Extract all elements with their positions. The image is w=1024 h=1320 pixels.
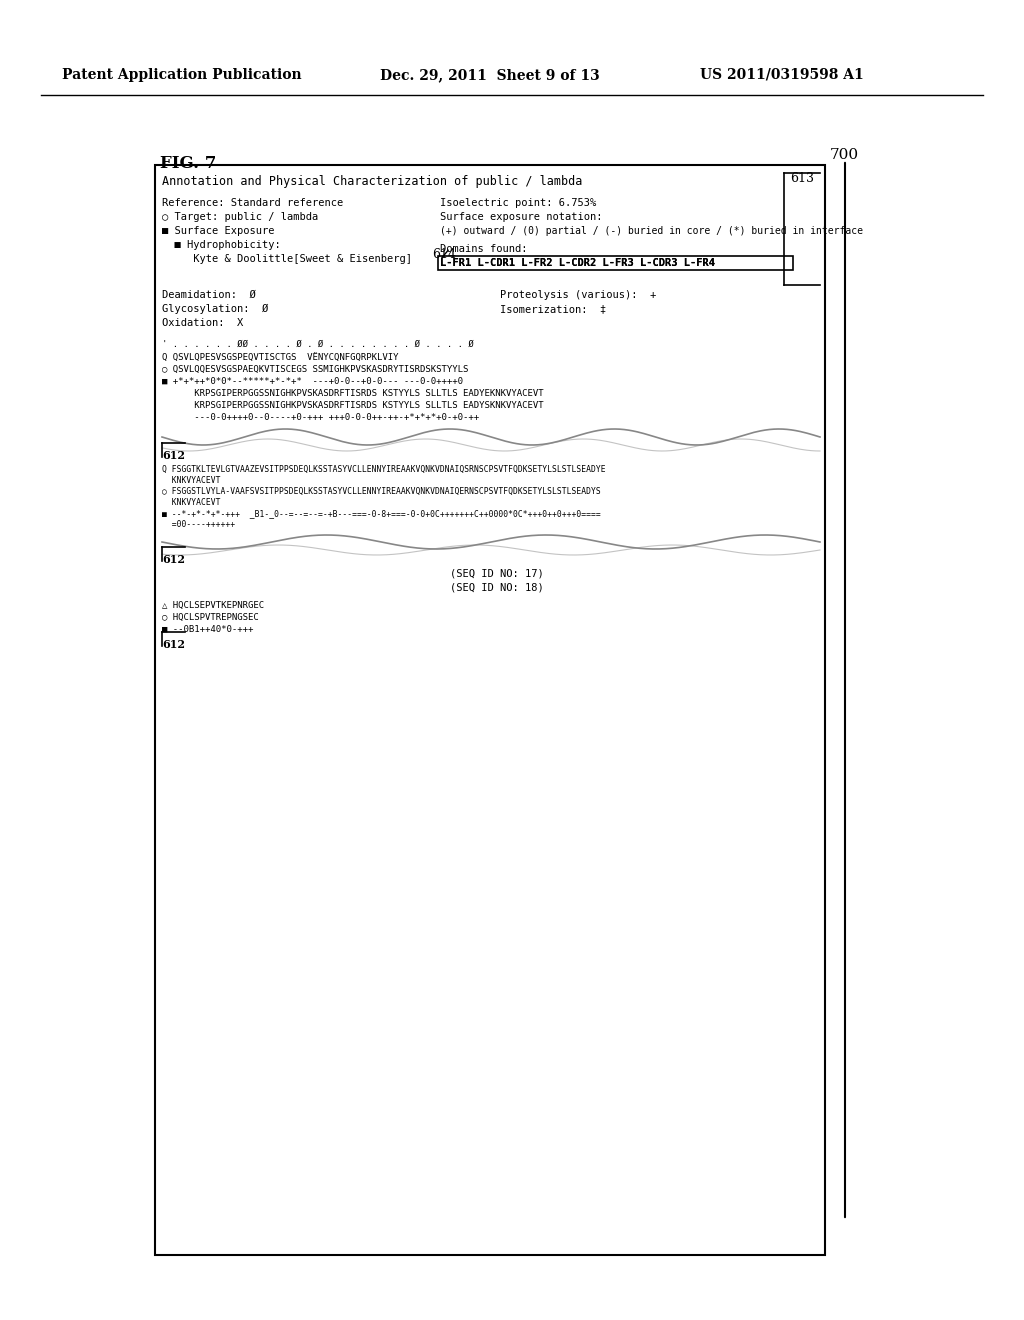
Text: Oxidation:  X: Oxidation: X	[162, 318, 244, 327]
Text: ○ HQCLSPVTREPNGSEC: ○ HQCLSPVTREPNGSEC	[162, 612, 259, 622]
Text: ○ FSGGSTLVYLA-VAAFSVSITPPSDEQLKSSTASYVCLLENNYIREAAKVQNKVDNAIQERNSCPSVTFQDKSETYLS: ○ FSGGSTLVYLA-VAAFSVSITPPSDEQLKSSTASYVCL…	[162, 487, 601, 496]
Text: ○ Target: public / lambda: ○ Target: public / lambda	[162, 213, 318, 222]
Text: Q FSGGTKLTEVLGTVAAZEVSITPPSDEQLKSSTASYVCLLENNYIREAAKVQNKVDNAIQSRNSCPSVTFQDKSETYL: Q FSGGTKLTEVLGTVAAZEVSITPPSDEQLKSSTASYVC…	[162, 465, 605, 474]
Text: Deamidation:  Ø: Deamidation: Ø	[162, 290, 256, 300]
Text: Reference: Standard reference: Reference: Standard reference	[162, 198, 343, 209]
Text: Surface exposure notation:: Surface exposure notation:	[440, 213, 602, 222]
Text: Patent Application Publication: Patent Application Publication	[62, 69, 302, 82]
Text: KNKVYACEVT: KNKVYACEVT	[162, 498, 220, 507]
Text: Isomerization:  ‡: Isomerization: ‡	[500, 304, 606, 314]
Text: 614: 614	[432, 248, 456, 261]
Text: (SEQ ID NO: 17): (SEQ ID NO: 17)	[450, 569, 544, 579]
Text: Isoelectric point: 6.753%: Isoelectric point: 6.753%	[440, 198, 596, 209]
Text: KRPSGIPERPGGSSNIGHKPVSKASDRFTISRDS KSTYYLS SLLTLS EADYEKNKVYACEVT: KRPSGIPERPGGSSNIGHKPVSKASDRFTISRDS KSTYY…	[162, 389, 544, 399]
Text: Dec. 29, 2011  Sheet 9 of 13: Dec. 29, 2011 Sheet 9 of 13	[380, 69, 600, 82]
Text: Annotation and Physical Characterization of public / lambda: Annotation and Physical Characterization…	[162, 176, 583, 187]
Bar	[155, 165, 825, 1255]
Text: ■ Surface Exposure: ■ Surface Exposure	[162, 226, 274, 236]
Text: (SEQ ID NO: 18): (SEQ ID NO: 18)	[450, 583, 544, 593]
Text: FIG. 7: FIG. 7	[160, 154, 216, 172]
Text: ■ --*-+*-*+*-+++  _B1-_0--=--=--=-+B---===-0-8+===-0-0+0C+++++++C++0000*0C*+++0+: ■ --*-+*-*+*-+++ _B1-_0--=--=--=-+B---==…	[162, 510, 601, 517]
Text: ■ Hydrophobicity:: ■ Hydrophobicity:	[162, 240, 281, 249]
Text: ■ +*+*++*0*0*--*****+*-*+*  ---+0-0--+0-0--- ---0-0++++0: ■ +*+*++*0*0*--*****+*-*+* ---+0-0--+0-0…	[162, 378, 463, 385]
Text: 613: 613	[790, 172, 814, 185]
Text: (+) outward / (0) partial / (-) buried in core / (*) buried in interface: (+) outward / (0) partial / (-) buried i…	[440, 226, 863, 236]
Text: △ HQCLSEPVTKEPNRGEC: △ HQCLSEPVTKEPNRGEC	[162, 601, 264, 610]
Text: L-FR1 L-CDR1 L-FR2 L-CDR2 L-FR3 L-CDR3 L-FR4: L-FR1 L-CDR1 L-FR2 L-CDR2 L-FR3 L-CDR3 L…	[440, 257, 715, 268]
Text: L-FR1 L-CDR1 L-FR2 L-CDR2 L-FR3 L-CDR3 L-FR4: L-FR1 L-CDR1 L-FR2 L-CDR2 L-FR3 L-CDR3 L…	[440, 257, 715, 268]
Text: 700: 700	[830, 148, 859, 162]
Text: ■ --0B1++40*0-+++: ■ --0B1++40*0-+++	[162, 624, 253, 634]
Text: ○ QSVLQQESVSGSPAEQKVTISCEGS SSMIGHKPVSKASDRYTISRDSKSTYYLS: ○ QSVLQQESVSGSPAEQKVTISCEGS SSMIGHKPVSKA…	[162, 366, 468, 374]
Text: Domains found:: Domains found:	[440, 244, 527, 253]
Text: KNKVYACEVT: KNKVYACEVT	[162, 477, 220, 484]
Text: Glycosylation:  Ø: Glycosylation: Ø	[162, 304, 268, 314]
Text: US 2011/0319598 A1: US 2011/0319598 A1	[700, 69, 864, 82]
Text: 612: 612	[162, 450, 185, 461]
Text: 612: 612	[162, 639, 185, 649]
Text: ' . . . . . . ØØ . . . . Ø . Ø . . . . . . . . Ø . . . . Ø: ' . . . . . . ØØ . . . . Ø . Ø . . . . .…	[162, 341, 474, 348]
Text: Q QSVLQPESVSGSPEQVTISCTGS  VËNYCQNFGQRPKLVIY: Q QSVLQPESVSGSPEQVTISCTGS VËNYCQNFGQRPKL…	[162, 352, 398, 362]
Text: =00----++++++: =00----++++++	[162, 520, 236, 529]
Text: Kyte & Doolittle[Sweet & Eisenberg]: Kyte & Doolittle[Sweet & Eisenberg]	[162, 253, 412, 264]
Text: KRPSGIPERPGGSSNIGHKPVSKASDRFTISRDS KSTYYLS SLLTLS EADYSKNKVYACEVT: KRPSGIPERPGGSSNIGHKPVSKASDRFTISRDS KSTYY…	[162, 401, 544, 411]
Text: 612: 612	[162, 554, 185, 565]
Text: ---0-0++++0--0----+0-+++ +++0-0-0++-++-+*+*+*+0-+0-++: ---0-0++++0--0----+0-+++ +++0-0-0++-++-+…	[162, 413, 479, 422]
Bar	[438, 256, 793, 271]
Text: Proteolysis (various):  +: Proteolysis (various): +	[500, 290, 656, 300]
